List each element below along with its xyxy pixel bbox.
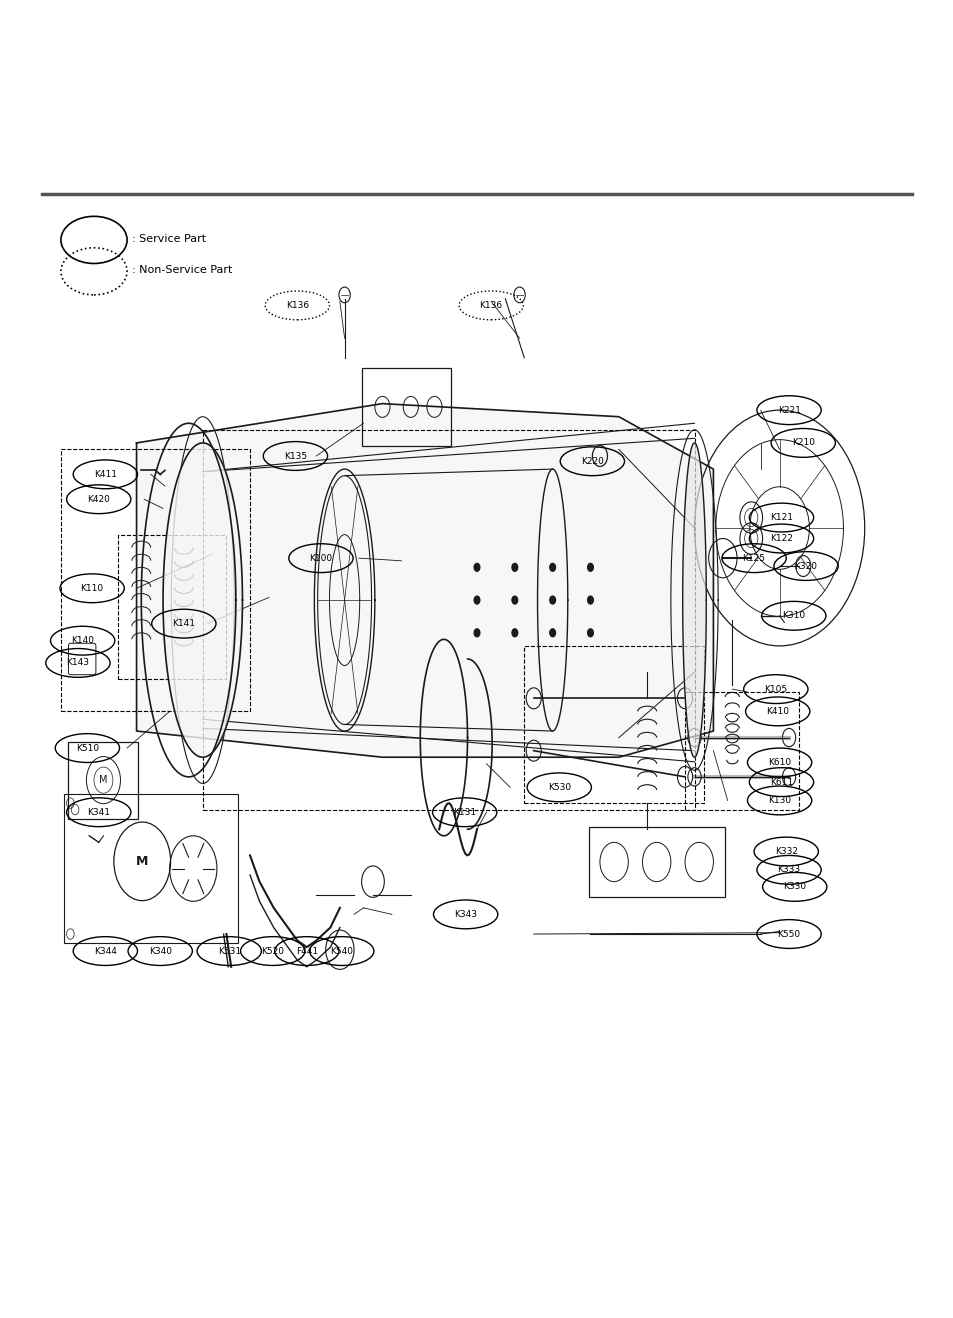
Text: : Service Part: : Service Part bbox=[132, 233, 206, 244]
Circle shape bbox=[549, 629, 555, 637]
Circle shape bbox=[512, 629, 517, 637]
Text: K221: K221 bbox=[777, 406, 800, 415]
Text: K410: K410 bbox=[765, 706, 788, 716]
Text: K125: K125 bbox=[741, 554, 764, 563]
Circle shape bbox=[587, 629, 593, 637]
Text: K100: K100 bbox=[309, 554, 333, 563]
Text: K530: K530 bbox=[547, 783, 570, 792]
Text: K344: K344 bbox=[93, 946, 116, 956]
Text: K136: K136 bbox=[479, 301, 502, 310]
Circle shape bbox=[474, 596, 479, 604]
Circle shape bbox=[474, 563, 479, 571]
Circle shape bbox=[512, 596, 517, 604]
Polygon shape bbox=[163, 443, 242, 758]
Text: K320: K320 bbox=[794, 561, 817, 571]
Text: K510: K510 bbox=[75, 743, 99, 753]
Text: K611: K611 bbox=[769, 778, 792, 787]
Text: K343: K343 bbox=[454, 909, 476, 919]
Circle shape bbox=[512, 563, 517, 571]
Circle shape bbox=[587, 596, 593, 604]
Text: M: M bbox=[136, 855, 149, 867]
Text: K330: K330 bbox=[782, 882, 805, 891]
Polygon shape bbox=[136, 403, 713, 758]
Text: K520: K520 bbox=[261, 946, 284, 956]
Text: : Non-Service Part: : Non-Service Part bbox=[132, 265, 232, 275]
Text: K110: K110 bbox=[80, 584, 104, 593]
Text: K121: K121 bbox=[769, 513, 792, 522]
Text: K411: K411 bbox=[93, 469, 116, 478]
Text: K332: K332 bbox=[774, 847, 797, 855]
Text: K550: K550 bbox=[777, 929, 800, 938]
Text: K420: K420 bbox=[88, 494, 110, 503]
Circle shape bbox=[587, 563, 593, 571]
Text: K140: K140 bbox=[71, 637, 94, 646]
Text: K105: K105 bbox=[763, 684, 786, 693]
Text: K540: K540 bbox=[330, 946, 353, 956]
Text: K210: K210 bbox=[791, 439, 814, 447]
Text: K610: K610 bbox=[767, 758, 790, 767]
Text: F441: F441 bbox=[295, 946, 317, 956]
Text: K220: K220 bbox=[580, 457, 603, 465]
Circle shape bbox=[549, 596, 555, 604]
Text: K531: K531 bbox=[217, 946, 240, 956]
Circle shape bbox=[474, 629, 479, 637]
Text: K122: K122 bbox=[769, 534, 792, 543]
Text: K340: K340 bbox=[149, 946, 172, 956]
Text: K141: K141 bbox=[172, 619, 195, 629]
Text: K131: K131 bbox=[453, 808, 476, 817]
Text: K341: K341 bbox=[87, 808, 111, 817]
Text: K136: K136 bbox=[286, 301, 309, 310]
Text: M: M bbox=[99, 775, 108, 786]
Text: K130: K130 bbox=[767, 796, 790, 805]
Text: K143: K143 bbox=[67, 659, 90, 667]
Polygon shape bbox=[682, 443, 705, 758]
Circle shape bbox=[549, 563, 555, 571]
Text: K333: K333 bbox=[777, 866, 800, 874]
Text: K135: K135 bbox=[284, 452, 307, 460]
Text: K310: K310 bbox=[781, 612, 804, 621]
